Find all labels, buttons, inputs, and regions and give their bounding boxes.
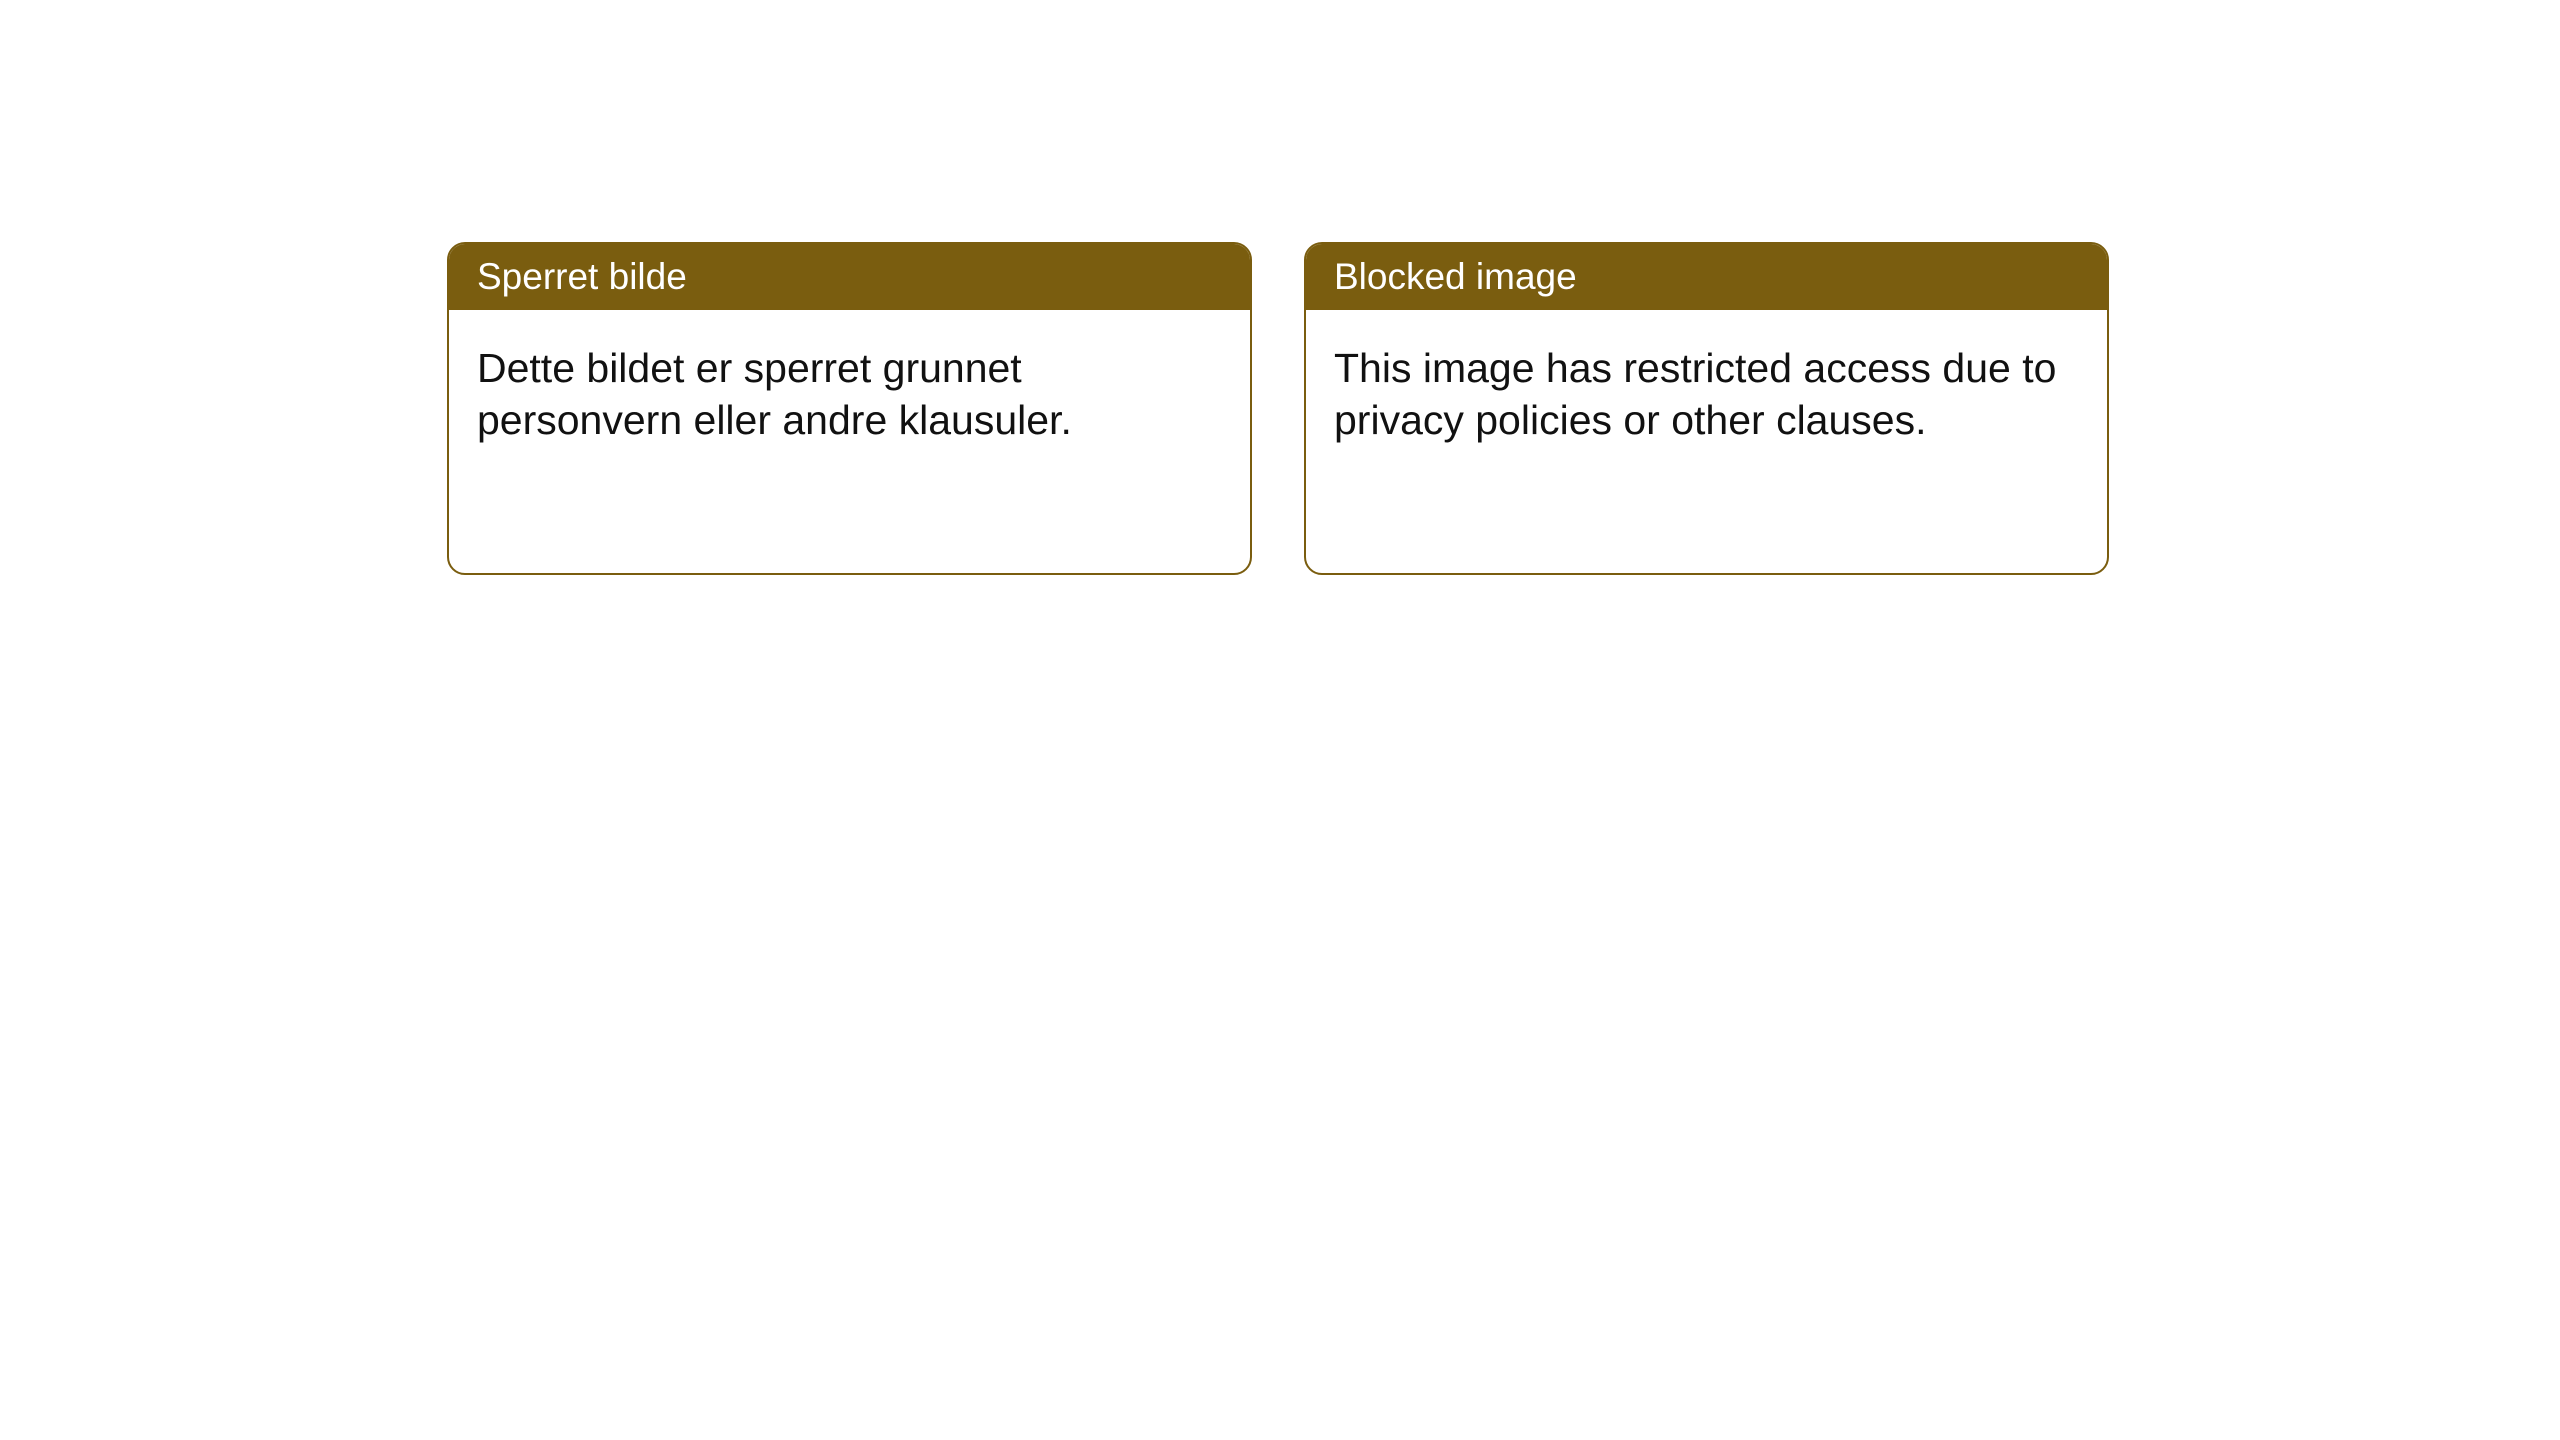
card-header: Blocked image [1306, 244, 2107, 310]
notice-card-norwegian: Sperret bilde Dette bildet er sperret gr… [447, 242, 1252, 575]
card-title: Blocked image [1334, 256, 1577, 297]
notice-card-english: Blocked image This image has restricted … [1304, 242, 2109, 575]
card-body: Dette bildet er sperret grunnet personve… [449, 310, 1250, 479]
card-body-text: Dette bildet er sperret grunnet personve… [477, 345, 1072, 443]
card-body: This image has restricted access due to … [1306, 310, 2107, 479]
notice-cards-container: Sperret bilde Dette bildet er sperret gr… [447, 242, 2109, 575]
card-header: Sperret bilde [449, 244, 1250, 310]
card-body-text: This image has restricted access due to … [1334, 345, 2056, 443]
card-title: Sperret bilde [477, 256, 687, 297]
